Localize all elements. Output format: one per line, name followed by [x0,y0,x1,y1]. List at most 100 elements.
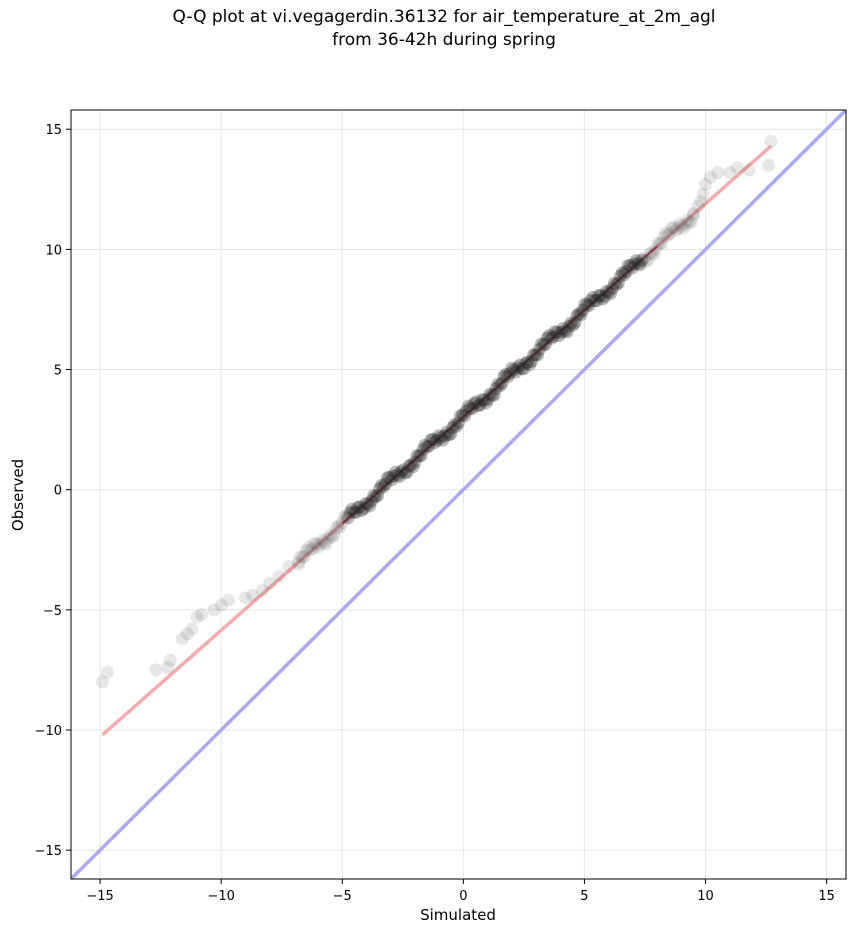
data-point [390,468,404,482]
data-point [323,528,337,542]
data-point [448,418,462,432]
data-point [444,427,458,441]
data-point [647,247,661,261]
data-point [180,627,194,641]
data-point [558,324,572,338]
data-point [513,358,527,372]
data-point [396,463,410,477]
data-point [517,362,531,376]
data-point [379,477,393,491]
x-tick-label: 5 [580,889,588,904]
data-point [477,393,491,407]
data-point [369,490,383,504]
data-point [572,307,586,321]
data-point [655,236,669,250]
y-tick-label: −10 [35,724,62,739]
data-point [605,281,619,295]
data-point [416,442,430,456]
data-point [448,418,462,432]
data-point [255,584,269,598]
data-point [457,409,471,423]
data-point [382,471,396,485]
data-point [604,287,618,301]
data-point [363,499,377,513]
data-point [574,308,588,322]
data-point [319,537,333,551]
data-point [434,431,448,445]
data-point [390,468,404,482]
data-point [556,321,570,335]
data-point [335,516,349,530]
data-point [485,388,499,402]
data-point [394,465,408,479]
data-point [742,163,756,177]
data-point [501,370,515,384]
data-point [600,284,614,298]
data-point [536,338,550,352]
chart-title-line1: Q-Q plot at vi.vegagerdin.36132 for air_… [172,7,716,27]
data-point [263,576,277,590]
data-point [175,632,189,646]
data-point [711,165,725,179]
data-point [552,329,566,343]
data-point [635,253,649,267]
data-point [501,370,515,384]
data-point [521,355,535,369]
data-point [446,421,460,435]
data-point [465,402,479,416]
data-point [497,369,511,383]
data-point [523,358,537,372]
data-point [635,253,649,267]
data-point [682,216,696,230]
data-point [554,325,568,339]
data-point [505,361,519,375]
data-point [596,292,610,306]
data-point [406,460,420,474]
data-point [404,458,418,472]
data-point [377,480,391,494]
data-point [367,489,381,503]
data-point [525,354,539,368]
data-point [607,276,621,290]
data-point [578,297,592,311]
data-point [694,194,708,208]
data-point [503,366,517,380]
data-point [505,361,519,375]
data-point [450,419,464,433]
data-point [507,363,521,377]
data-point [430,433,444,447]
data-point [394,465,408,479]
data-point [361,497,375,511]
data-point [544,331,558,345]
data-point [762,158,775,172]
data-point [353,500,367,514]
data-point [639,254,653,268]
data-point [161,661,175,675]
data-point [424,433,438,447]
data-point [315,533,329,547]
data-point [325,530,339,544]
data-point [631,256,645,270]
data-point [544,331,558,345]
ticks: −15 −10 −5 0 5 10 15 −15 −10 −5 0 5 10 15 [35,123,835,904]
data-point [455,408,469,422]
data-point [452,416,466,430]
data-point [534,337,548,351]
data-point [615,266,629,280]
data-point [764,134,778,148]
data-point [371,489,385,503]
data-point [730,161,744,175]
data-point [475,393,489,407]
data-point [382,471,396,485]
data-point [529,348,543,362]
data-point [313,537,327,551]
data-point [392,469,406,483]
data-point [633,258,647,272]
data-point [388,465,402,479]
data-point [471,399,485,413]
data-point [357,501,371,515]
data-point [359,496,373,510]
data-point [511,361,525,375]
data-point [568,316,582,330]
